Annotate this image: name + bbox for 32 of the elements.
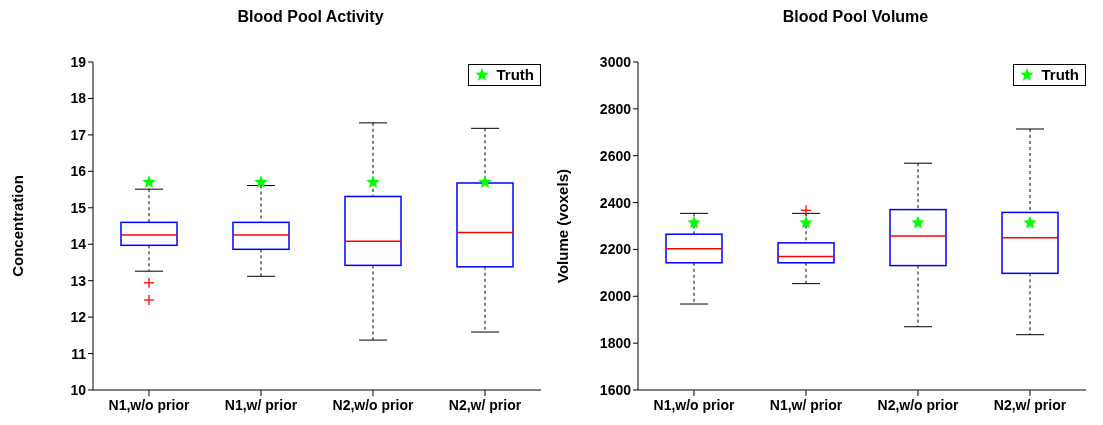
y-tick-label: 1600 [599,381,632,398]
y-tick-label: 11 [71,345,87,362]
x-tick-label: N1,w/ prior [224,396,298,413]
y-tick-label: 16 [70,163,87,180]
x-tick-label: N1,w/ prior [769,396,843,413]
x-tick-label: N2,w/o prior [332,396,414,413]
x-tick-label: N2,w/ prior [448,396,522,413]
y-tick-label: 2000 [599,288,632,305]
y-axis-title: Volume (voxels) [554,169,572,283]
y-tick-label: 1800 [599,335,632,352]
x-tick-label: N1,w/o prior [653,396,735,413]
y-tick-label: 2600 [599,147,632,164]
y-tick-label: 2800 [599,100,632,117]
y-tick-label: 10 [70,381,87,398]
y-tick-label: 2200 [599,241,632,258]
y-tick-label: 12 [70,309,87,326]
legend-label: Truth [1040,65,1079,85]
chart-title: Blood Pool Volume [781,8,930,27]
y-tick-label: 18 [70,90,87,107]
x-tick-label: N2,w/o prior [877,396,959,413]
x-tick-label: N1,w/o prior [108,396,190,413]
y-tick-label: 15 [70,199,87,216]
legend-label: Truth [495,65,534,85]
y-axis-title: Concentration [9,175,27,277]
y-tick-label: 13 [70,272,87,289]
chart-title: Blood Pool Activity [236,8,385,27]
y-tick-label: 14 [70,236,87,253]
y-tick-label: 3000 [599,53,632,70]
y-tick-label: 2400 [599,194,632,211]
y-tick-label: 19 [70,53,87,70]
y-tick-label: 17 [70,126,87,143]
x-tick-label: N2,w/ prior [993,396,1067,413]
